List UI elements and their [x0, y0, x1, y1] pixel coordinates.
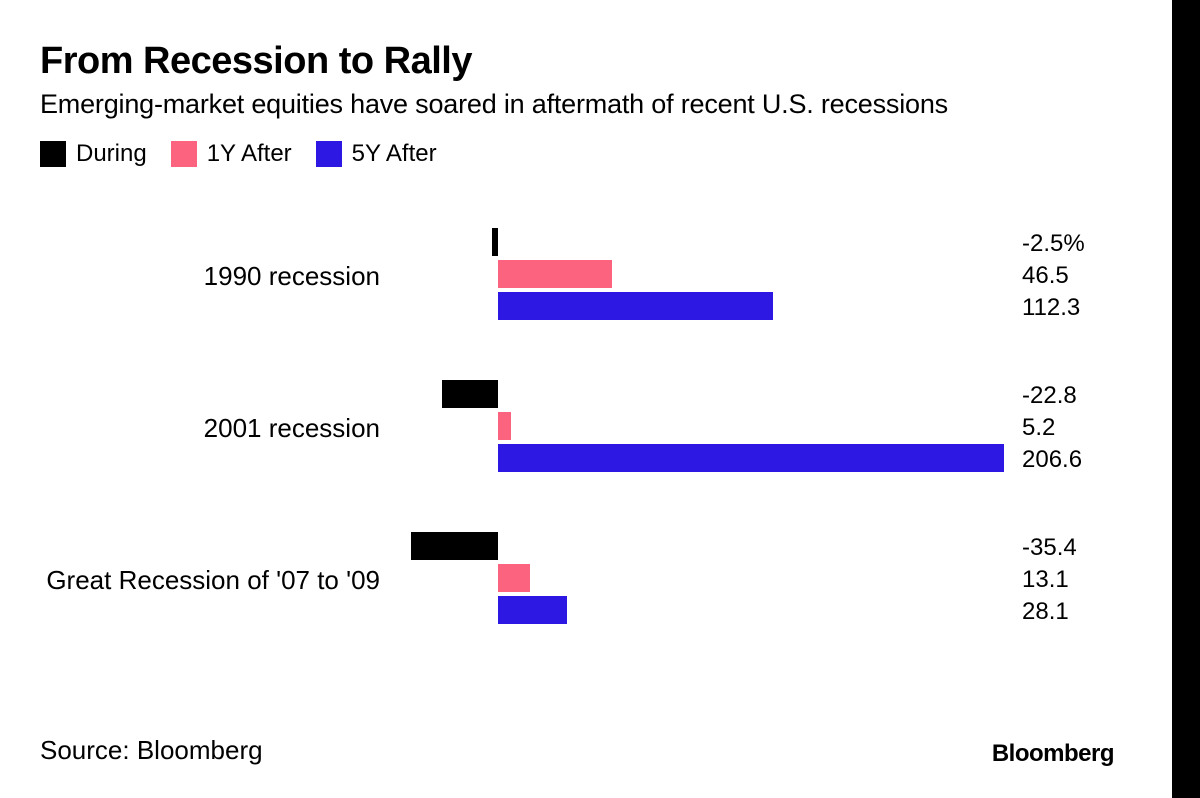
bars-track: [400, 380, 1012, 476]
bar: [498, 564, 530, 592]
group-label: 1990 recession: [40, 261, 400, 292]
bars-track: [400, 532, 1012, 628]
bar: [498, 596, 567, 624]
bar: [498, 260, 612, 288]
bar-value: 46.5: [1022, 261, 1132, 291]
bar-value: 28.1: [1022, 597, 1132, 627]
bars-track: [400, 228, 1012, 324]
legend-item-5y: 5Y After: [316, 140, 437, 168]
bar: [498, 292, 773, 320]
legend-item-during: During: [40, 140, 147, 168]
chart-canvas: From Recession to Rally Emerging-market …: [0, 0, 1172, 798]
group-label: Great Recession of '07 to '09: [40, 565, 400, 596]
chart-plot-area: 1990 recession -2.5%46.5112.3 2001 recessi…: [40, 228, 1132, 628]
value-column: -35.413.128.1: [1012, 533, 1132, 627]
bar: [492, 228, 498, 256]
legend: During 1Y After 5Y After: [40, 140, 1132, 168]
value-column: -2.5%46.5112.3: [1012, 229, 1132, 323]
legend-item-1y: 1Y After: [171, 140, 292, 168]
bar: [411, 532, 498, 560]
chart-title: From Recession to Rally: [40, 40, 1132, 83]
bar-group: 2001 recession -22.85.2206.6: [40, 380, 1132, 476]
bar-value: -2.5%: [1022, 229, 1132, 259]
value-column: -22.85.2206.6: [1012, 381, 1132, 475]
legend-label-1y: 1Y After: [207, 140, 292, 168]
right-black-strip: [1172, 0, 1200, 798]
bar-value: 5.2: [1022, 413, 1132, 443]
legend-swatch-5y: [316, 141, 342, 167]
bar-value: -35.4: [1022, 533, 1132, 563]
legend-label-during: During: [76, 140, 147, 168]
bar-value: 112.3: [1022, 293, 1132, 323]
bar-value: -22.8: [1022, 381, 1132, 411]
bar-value: 206.6: [1022, 445, 1132, 475]
bar-group: Great Recession of '07 to '09 -35.413.128…: [40, 532, 1132, 628]
bar-group: 1990 recession -2.5%46.5112.3: [40, 228, 1132, 324]
source-text: Source: Bloomberg: [40, 735, 263, 766]
bar: [442, 380, 498, 408]
bloomberg-logo: Bloomberg: [992, 740, 1114, 768]
bar-value: 13.1: [1022, 565, 1132, 595]
bar: [498, 412, 511, 440]
bar: [498, 444, 1004, 472]
legend-swatch-during: [40, 141, 66, 167]
legend-swatch-1y: [171, 141, 197, 167]
legend-label-5y: 5Y After: [352, 140, 437, 168]
chart-subtitle: Emerging-market equities have soared in …: [40, 89, 1132, 120]
group-label: 2001 recession: [40, 413, 400, 444]
